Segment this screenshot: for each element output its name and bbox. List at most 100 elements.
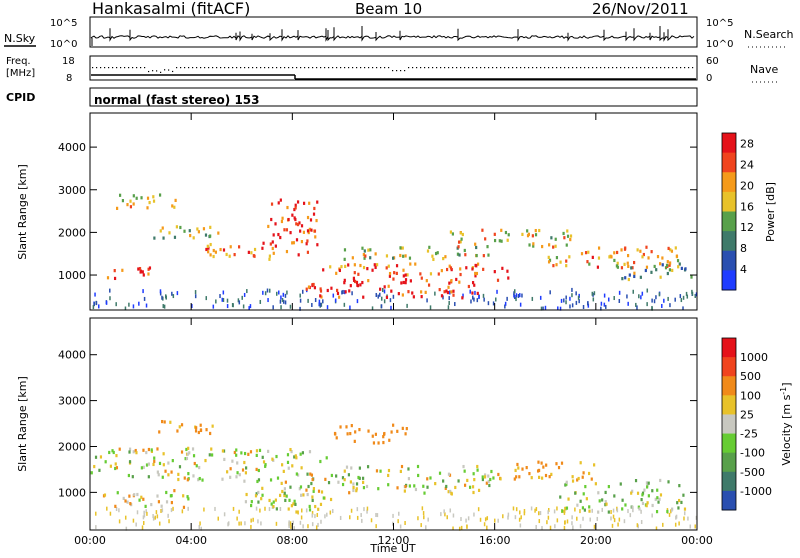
nave-dot: [244, 67, 246, 69]
echo-cell: [385, 266, 388, 270]
echo-cell: [647, 494, 650, 498]
echo-cell: [597, 256, 601, 260]
echo-cell: [519, 523, 522, 528]
echo-cell: [413, 484, 416, 488]
echo-cell: [616, 261, 619, 265]
echo-cell: [255, 467, 258, 472]
echo-cell: [587, 301, 589, 306]
echo-cell: [255, 506, 258, 511]
echo-cell: [103, 493, 107, 497]
echo-cell: [306, 492, 309, 497]
echo-cell: [375, 292, 378, 297]
echo-cell: [607, 510, 610, 514]
echo-cell: [255, 492, 258, 496]
echo-cell: [574, 507, 576, 512]
echo-cell: [661, 256, 664, 260]
echo-cell: [598, 499, 601, 503]
echo-cell: [353, 439, 356, 443]
echo-cell: [161, 475, 164, 479]
echo-cell: [469, 289, 471, 294]
echo-cell: [633, 260, 636, 265]
echo-cell: [402, 280, 405, 285]
echo-cell: [109, 296, 111, 301]
echo-cell: [560, 461, 564, 465]
echo-cell: [314, 298, 317, 303]
echo-cell: [187, 446, 190, 450]
echo-cell: [476, 262, 480, 266]
echo-cell: [646, 483, 649, 487]
echo-cell: [285, 228, 289, 232]
echo-cell: [523, 511, 526, 516]
echo-cell: [152, 199, 156, 203]
nave-label: Nave: [750, 63, 778, 76]
echo-cell: [650, 270, 653, 274]
echo-cell: [316, 243, 319, 247]
echo-cell: [250, 518, 252, 523]
nave-dot: [504, 67, 506, 69]
echo-cell: [565, 506, 569, 510]
echo-cell: [487, 479, 490, 484]
echo-cell: [369, 248, 372, 252]
echo-cell: [188, 451, 191, 455]
echo-cell: [257, 490, 260, 495]
echo-cell: [518, 517, 521, 522]
nave-dot: [584, 67, 586, 69]
echo-cell: [289, 521, 292, 526]
nave-dot: [672, 67, 674, 69]
echo-cell: [262, 290, 264, 295]
echo-cell: [471, 281, 475, 285]
echo-cell: [171, 204, 174, 208]
echo-cell: [262, 460, 266, 464]
echo-cell: [475, 245, 478, 250]
echo-cell: [535, 524, 537, 529]
echo-cell: [275, 454, 278, 459]
echo-cell: [198, 525, 201, 530]
echo-cell: [451, 232, 454, 236]
echo-cell: [633, 271, 636, 275]
echo-cell: [318, 299, 321, 304]
echo-cell: [358, 466, 361, 470]
echo-cell: [288, 498, 291, 502]
echo-cell: [95, 511, 97, 516]
echo-cell: [325, 456, 328, 460]
echo-cell: [459, 267, 462, 271]
nave-dot: [220, 67, 222, 69]
echo-cell: [118, 193, 122, 197]
echo-cell: [640, 295, 642, 300]
x-tick-label: 08:00: [276, 534, 308, 547]
echo-cell: [579, 461, 582, 465]
echo-cell: [420, 523, 422, 528]
echo-cell: [513, 477, 516, 481]
echo-cell: [241, 468, 245, 472]
echo-cell: [627, 277, 630, 282]
echo-cell: [147, 462, 150, 466]
echo-cell: [572, 525, 574, 530]
echo-cell: [476, 298, 479, 303]
echo-cell: [531, 296, 534, 301]
nave-dot: [396, 70, 398, 72]
echo-cell: [392, 423, 395, 427]
echo-cell: [281, 489, 284, 494]
echo-cell: [549, 290, 551, 295]
echo-cell: [342, 289, 344, 294]
echo-cell: [586, 260, 589, 264]
echo-cell: [466, 524, 468, 529]
echo-cell: [657, 500, 660, 504]
echo-cell: [186, 495, 189, 499]
echo-cell: [537, 460, 540, 464]
echo-cell: [254, 494, 258, 498]
nave-dot: [276, 67, 278, 69]
echo-cell: [597, 491, 600, 495]
echo-cell: [666, 260, 669, 264]
echo-cell: [504, 301, 507, 306]
echo-cell: [407, 467, 410, 471]
echo-cell: [575, 291, 577, 296]
echo-cell: [655, 295, 657, 300]
echo-cell: [298, 487, 301, 491]
echo-cell: [517, 466, 520, 470]
echo-cell: [138, 498, 141, 502]
echo-cell: [515, 297, 517, 302]
nave-dot: [588, 67, 590, 69]
colorbar-tick-label: 24: [740, 158, 754, 171]
